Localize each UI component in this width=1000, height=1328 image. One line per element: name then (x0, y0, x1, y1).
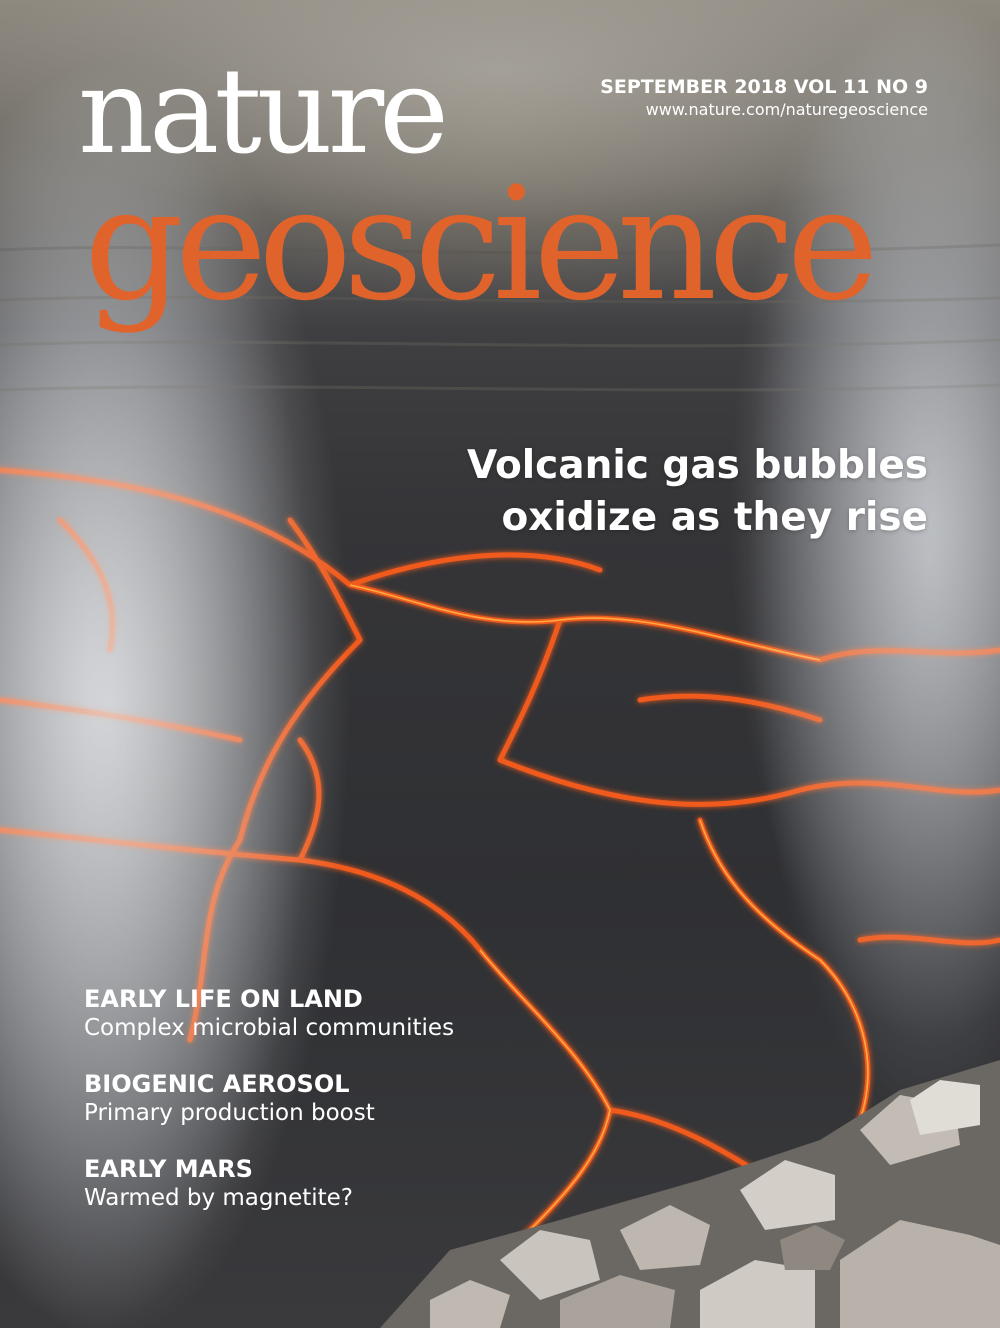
cover-story-line-1: Volcanic gas bubbles (466, 443, 928, 488)
journal-url: www.nature.com/naturegeoscience (645, 100, 928, 119)
cover-story-line-2: oxidize as they rise (501, 495, 928, 540)
cover-story-headline: Volcanic gas bubbles oxidize as they ris… (467, 440, 928, 544)
teaser-biogenic-aerosol: BIOGENIC AEROSOL Primary production boos… (84, 1070, 454, 1127)
teaser-subtitle: Warmed by magnetite? (84, 1185, 354, 1211)
teaser-subtitle: Primary production boost (84, 1100, 375, 1126)
rock-pile (380, 1060, 1000, 1328)
teaser-title: EARLY LIFE ON LAND (84, 985, 363, 1013)
teaser-title: BIOGENIC AEROSOL (84, 1070, 350, 1098)
teaser-subtitle: Complex microbial communities (84, 1015, 455, 1041)
issue-date-volume: SEPTEMBER 2018 VOL 11 NO 9 (600, 76, 928, 98)
masthead-geoscience: geoscience (84, 153, 879, 335)
teaser-early-life: EARLY LIFE ON LAND Complex microbial com… (84, 985, 454, 1042)
teaser-title: EARLY MARS (84, 1155, 253, 1183)
masthead-nature: nature (78, 42, 449, 180)
teaser-early-mars: EARLY MARS Warmed by magnetite? (84, 1155, 454, 1212)
teaser-list: EARLY LIFE ON LAND Complex microbial com… (84, 985, 454, 1240)
